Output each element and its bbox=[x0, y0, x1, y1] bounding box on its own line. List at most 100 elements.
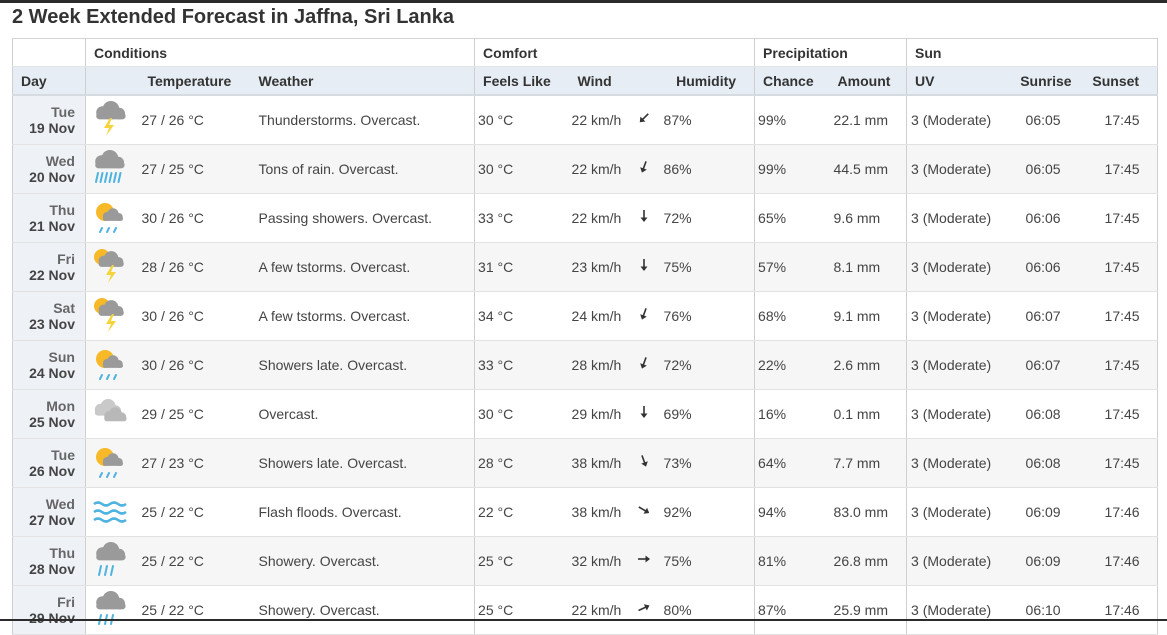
weather-description: A few tstorms. Overcast. bbox=[247, 242, 476, 292]
wind-speed: 29 km/h bbox=[568, 389, 629, 439]
sunrise: 06:10 bbox=[1004, 585, 1082, 635]
weather-description: Showery. Overcast. bbox=[247, 585, 476, 635]
weather-description: Tons of rain. Overcast. bbox=[247, 144, 476, 194]
column-header-row: Day Temperature Weather Feels Like Wind … bbox=[12, 66, 1159, 96]
col-day: Day bbox=[12, 66, 86, 96]
sunset: 17:45 bbox=[1081, 242, 1159, 292]
precip-amount: 7.7 mm bbox=[829, 438, 908, 488]
date: 26 Nov bbox=[29, 462, 75, 479]
feels-like: 22 °C bbox=[474, 487, 569, 537]
day-cell: Tue 26 Nov bbox=[12, 438, 86, 488]
precip-chance: 68% bbox=[754, 291, 830, 341]
humidity: 75% bbox=[663, 242, 756, 292]
day-of-week: Thu bbox=[49, 544, 75, 561]
temperature: 29 / 25 °C bbox=[135, 389, 248, 439]
day-of-week: Mon bbox=[46, 397, 75, 414]
sun-showers-icon bbox=[96, 202, 124, 233]
wind-speed: 24 km/h bbox=[568, 291, 629, 341]
wind-direction-arrow-icon bbox=[639, 357, 647, 369]
wind-speed: 22 km/h bbox=[568, 585, 629, 635]
day-cell: Thu 21 Nov bbox=[12, 193, 86, 243]
weather-icon-cell bbox=[85, 536, 136, 586]
sun-showers-icon bbox=[96, 349, 124, 380]
heavy-rain-cloud-icon bbox=[95, 149, 125, 183]
temperature: 30 / 26 °C bbox=[135, 340, 248, 390]
date: 21 Nov bbox=[29, 217, 75, 234]
temperature: 25 / 22 °C bbox=[135, 487, 248, 537]
bottom-window-edge bbox=[0, 619, 1167, 621]
rain-cloud-icon bbox=[96, 590, 126, 625]
wind-speed: 22 km/h bbox=[568, 144, 629, 194]
weather-icon-cell bbox=[85, 291, 136, 341]
humidity: 92% bbox=[663, 487, 756, 537]
wind-direction-arrow-icon bbox=[637, 604, 649, 612]
feels-like: 25 °C bbox=[474, 536, 569, 586]
feels-like: 30 °C bbox=[474, 144, 569, 194]
uv-index: 3 (Moderate) bbox=[906, 144, 1005, 194]
sun-thunderstorm-icon bbox=[94, 248, 124, 283]
forecast-row: Fri 29 Nov 25 / 22 °C Showery. Overcast.… bbox=[12, 585, 1159, 635]
humidity: 72% bbox=[663, 193, 756, 243]
precip-chance: 65% bbox=[754, 193, 830, 243]
precip-amount: 26.8 mm bbox=[829, 536, 908, 586]
uv-index: 3 (Moderate) bbox=[906, 193, 1005, 243]
day-cell: Fri 22 Nov bbox=[12, 242, 86, 292]
day-of-week: Tue bbox=[51, 103, 75, 120]
day-cell: Wed 27 Nov bbox=[12, 487, 86, 537]
sunrise: 06:07 bbox=[1004, 340, 1082, 390]
precip-chance: 57% bbox=[754, 242, 830, 292]
group-precipitation: Precipitation bbox=[754, 38, 908, 67]
col-feels-like: Feels Like bbox=[474, 66, 569, 96]
humidity: 73% bbox=[663, 438, 756, 488]
col-uv: UV bbox=[906, 66, 1005, 96]
forecast-row: Fri 22 Nov 28 / 26 °C A few tstorms. Ove… bbox=[12, 242, 1159, 292]
rain-cloud-icon bbox=[96, 541, 126, 576]
wind-speed: 32 km/h bbox=[568, 536, 629, 586]
wind-direction-cell bbox=[628, 487, 664, 537]
date: 29 Nov bbox=[29, 609, 75, 626]
col-chance: Chance bbox=[754, 66, 830, 96]
date: 25 Nov bbox=[29, 413, 75, 430]
wind-direction-cell bbox=[628, 95, 664, 145]
day-of-week: Wed bbox=[45, 152, 75, 169]
wind-direction-cell bbox=[628, 291, 664, 341]
precip-amount: 22.1 mm bbox=[829, 95, 908, 145]
precip-amount: 44.5 mm bbox=[829, 144, 908, 194]
weather-icon-cell bbox=[85, 340, 136, 390]
forecast-row: Wed 27 Nov 25 / 22 °C Flash floods. Over… bbox=[12, 487, 1159, 537]
forecast-row: Sun 24 Nov 30 / 26 °C Showers late. Over… bbox=[12, 340, 1159, 390]
date: 20 Nov bbox=[29, 168, 75, 185]
precip-chance: 87% bbox=[754, 585, 830, 635]
feels-like: 33 °C bbox=[474, 193, 569, 243]
wind-speed: 38 km/h bbox=[568, 438, 629, 488]
wind-direction-arrow-icon bbox=[640, 455, 648, 467]
precip-chance: 64% bbox=[754, 438, 830, 488]
day-cell: Sat 23 Nov bbox=[12, 291, 86, 341]
temperature: 27 / 26 °C bbox=[135, 95, 248, 145]
sunset: 17:46 bbox=[1081, 536, 1159, 586]
weather-icon-cell bbox=[85, 144, 136, 194]
date: 27 Nov bbox=[29, 511, 75, 528]
date: 28 Nov bbox=[29, 560, 75, 577]
day-cell: Thu 28 Nov bbox=[12, 536, 86, 586]
precip-amount: 25.9 mm bbox=[829, 585, 908, 635]
group-conditions: Conditions bbox=[85, 38, 476, 67]
sunrise: 06:09 bbox=[1004, 536, 1082, 586]
sunset: 17:45 bbox=[1081, 389, 1159, 439]
group-empty bbox=[12, 38, 86, 67]
precip-amount: 83.0 mm bbox=[829, 487, 908, 537]
date: 19 Nov bbox=[29, 119, 75, 136]
wind-direction-cell bbox=[628, 389, 664, 439]
wind-direction-cell bbox=[628, 340, 664, 390]
wind-direction-arrow-icon bbox=[637, 506, 649, 514]
wind-direction-arrow-icon bbox=[639, 308, 647, 320]
temperature: 27 / 23 °C bbox=[135, 438, 248, 488]
weather-icon-cell bbox=[85, 389, 136, 439]
weather-icon-cell bbox=[85, 438, 136, 488]
precip-chance: 94% bbox=[754, 487, 830, 537]
wind-direction-cell bbox=[628, 438, 664, 488]
date: 23 Nov bbox=[29, 315, 75, 332]
wind-speed: 23 km/h bbox=[568, 242, 629, 292]
precip-chance: 22% bbox=[754, 340, 830, 390]
feels-like: 28 °C bbox=[474, 438, 569, 488]
